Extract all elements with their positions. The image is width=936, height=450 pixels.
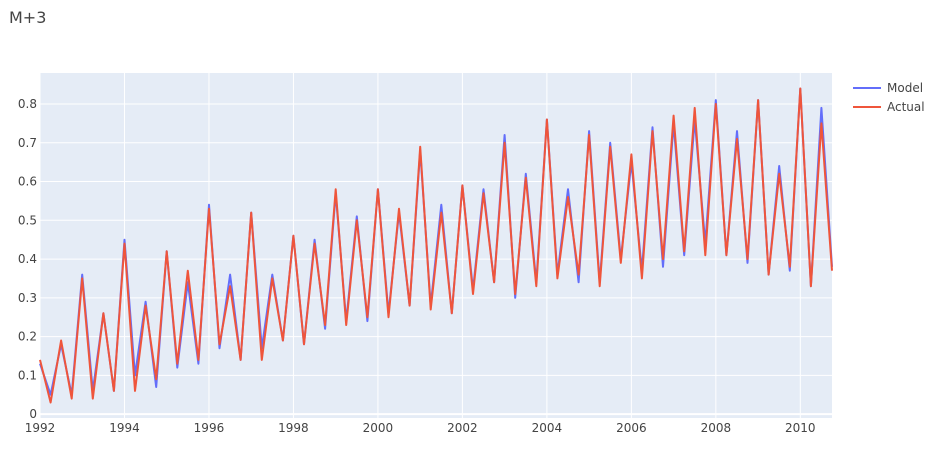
x-tick-label: 2010 <box>785 421 816 435</box>
series-line-actual <box>39 87 833 404</box>
x-axis-tick-labels: 1992 1994 1996 1998 2000 2002 2004 2006 2008 2010 <box>25 421 816 435</box>
y-tick-label: 0.3 <box>18 291 37 305</box>
x-tick-label: 2008 <box>701 421 732 435</box>
x-tick-label: 2002 <box>447 421 478 435</box>
series-lines <box>39 87 833 404</box>
x-tick-label: 1998 <box>278 421 309 435</box>
y-tick-label: 0.1 <box>18 368 37 382</box>
y-tick-label: 0.8 <box>18 97 37 111</box>
y-axis-tick-labels: 0 0.1 0.2 0.3 0.4 0.5 0.6 0.7 0.8 <box>18 97 37 421</box>
y-tick-label: 0.4 <box>18 252 37 266</box>
x-tick-label: 1994 <box>109 421 140 435</box>
x-tick-label: 1996 <box>194 421 225 435</box>
legend-item-model[interactable]: Model <box>853 81 923 95</box>
y-tick-label: 0.2 <box>18 330 37 344</box>
x-tick-label: 1992 <box>25 421 56 435</box>
x-tick-label: 2004 <box>532 421 563 435</box>
legend-item-actual[interactable]: Actual <box>853 100 925 114</box>
chart-title: M+3 <box>9 8 47 27</box>
y-tick-label: 0 <box>29 407 37 421</box>
x-tick-label: 2006 <box>616 421 647 435</box>
legend-label: Model <box>887 81 923 95</box>
y-tick-label: 0.7 <box>18 136 37 150</box>
plot-area <box>40 73 832 418</box>
legend[interactable]: Model Actual <box>853 81 925 114</box>
legend-label: Actual <box>887 100 925 114</box>
x-tick-label: 2000 <box>363 421 394 435</box>
y-tick-label: 0.5 <box>18 213 37 227</box>
y-tick-label: 0.6 <box>18 175 37 189</box>
